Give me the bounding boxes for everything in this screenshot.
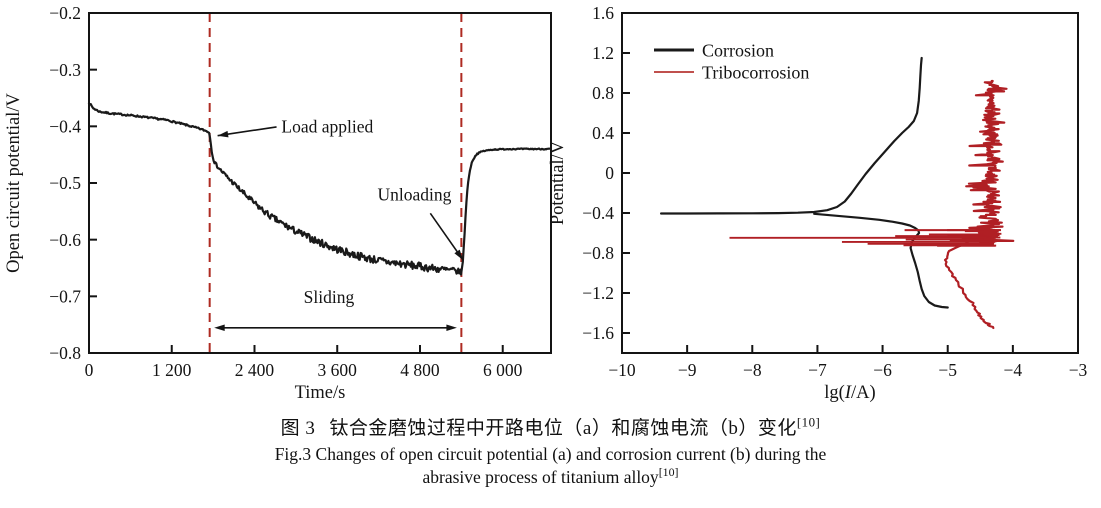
y-tick-label: −0.4 <box>49 116 81 136</box>
y-tick-label: −0.8 <box>582 243 614 263</box>
y-axis-label: Potential/V <box>548 140 568 225</box>
series-tribocorrosion-lower <box>943 241 995 330</box>
x-tick-label: 2 400 <box>235 360 275 380</box>
y-tick-label: −0.6 <box>49 230 81 250</box>
y-tick-label: −0.7 <box>49 286 81 306</box>
x-tick-label: 1 200 <box>152 360 192 380</box>
series-tribocorrosion-band <box>965 79 1015 244</box>
x-tick-label: −8 <box>743 360 762 380</box>
x-tick-label: −7 <box>808 360 827 380</box>
caption-zh-label: 图 3 <box>280 418 316 439</box>
x-axis-label: Time/s <box>295 383 346 403</box>
arrowhead <box>214 324 225 331</box>
caption-zh-citation: [10] <box>796 414 821 430</box>
series-tribocorrosion-spikes <box>729 228 1002 247</box>
plot-frame <box>621 12 1079 354</box>
series-corrosion-upper <box>659 56 923 215</box>
figure-caption: 图 3 钛合金磨蚀过程中开路电位（a）和腐蚀电流（b）变化[10] Fig.3 C… <box>0 414 1101 489</box>
y-tick-label: −0.5 <box>49 173 81 193</box>
x-tick-label: −4 <box>1004 360 1023 380</box>
annotation-sliding: Sliding <box>214 287 457 331</box>
arrowhead <box>446 324 457 331</box>
x-tick-label: −6 <box>873 360 892 380</box>
x-tick-label: −10 <box>608 360 636 380</box>
y-tick-label: 1.6 <box>592 3 614 23</box>
x-tick-label: −3 <box>1069 360 1088 380</box>
y-tick-label: −0.2 <box>49 3 81 23</box>
annotation-label: Unloading <box>378 184 452 204</box>
annotation-load-applied: Load applied <box>217 116 373 138</box>
caption-zh-text: 钛合金磨蚀过程中开路电位（a）和腐蚀电流（b）变化 <box>329 418 797 439</box>
x-tick-label: 4 800 <box>400 360 440 380</box>
x-tick-label: 0 <box>85 360 94 380</box>
y-tick-label: −1.2 <box>582 283 614 303</box>
arrowhead <box>454 249 464 261</box>
x-tick-label: 6 000 <box>483 360 523 380</box>
caption-line-en-1: Fig.3 Changes of open circuit potential … <box>274 444 827 464</box>
y-tick-label: 1.2 <box>592 43 614 63</box>
y-tick-label: 0.8 <box>592 83 614 103</box>
annotation-unloading: Unloading <box>378 184 464 261</box>
x-tick-label: 3 600 <box>318 360 358 380</box>
y-tick-label: −1.6 <box>582 323 614 343</box>
chart-a: 0 1 200 2 400 3 600 4 800 6 000 −0.2 −0.3 −0.4 −0… <box>4 3 552 403</box>
annotation-label: Load applied <box>281 116 373 136</box>
x-axis-label: lg(I/A) <box>824 383 875 403</box>
caption-line-en-2: abrasive process of titanium alloy[10] <box>422 465 679 487</box>
plots-svg: 0 1 200 2 400 3 600 4 800 6 000 −0.2 −0.3 −0.4 −0… <box>4 3 1088 403</box>
y-tick-label: −0.4 <box>582 203 614 223</box>
y-axis-label: Open circuit potential/V <box>4 92 24 272</box>
legend-label: Corrosion <box>702 40 774 60</box>
y-tick-label: 0 <box>605 163 614 183</box>
y-tick-label: 0.4 <box>592 123 614 143</box>
y-tick-label: −0.8 <box>49 343 81 363</box>
caption-line-zh: 图 3 钛合金磨蚀过程中开路电位（a）和腐蚀电流（b）变化[10] <box>0 414 1101 443</box>
x-tick-label: −5 <box>938 360 957 380</box>
series-corrosion-lower <box>813 212 949 309</box>
chart-b: −10 −9 −8 −7 −6 −5 −4 −3 1.6 1.2 0.8 0.4 0 −0.4 −0.8 −1… <box>548 3 1088 403</box>
y-tick-label: −0.3 <box>49 60 81 80</box>
legend-label: Tribocorrosion <box>702 62 809 82</box>
annotation-label: Sliding <box>304 287 355 307</box>
x-tick-label: −9 <box>678 360 697 380</box>
caption-en-citation: [10] <box>658 465 679 480</box>
series-open-circuit-potential <box>87 102 552 276</box>
arrowhead <box>217 130 229 138</box>
